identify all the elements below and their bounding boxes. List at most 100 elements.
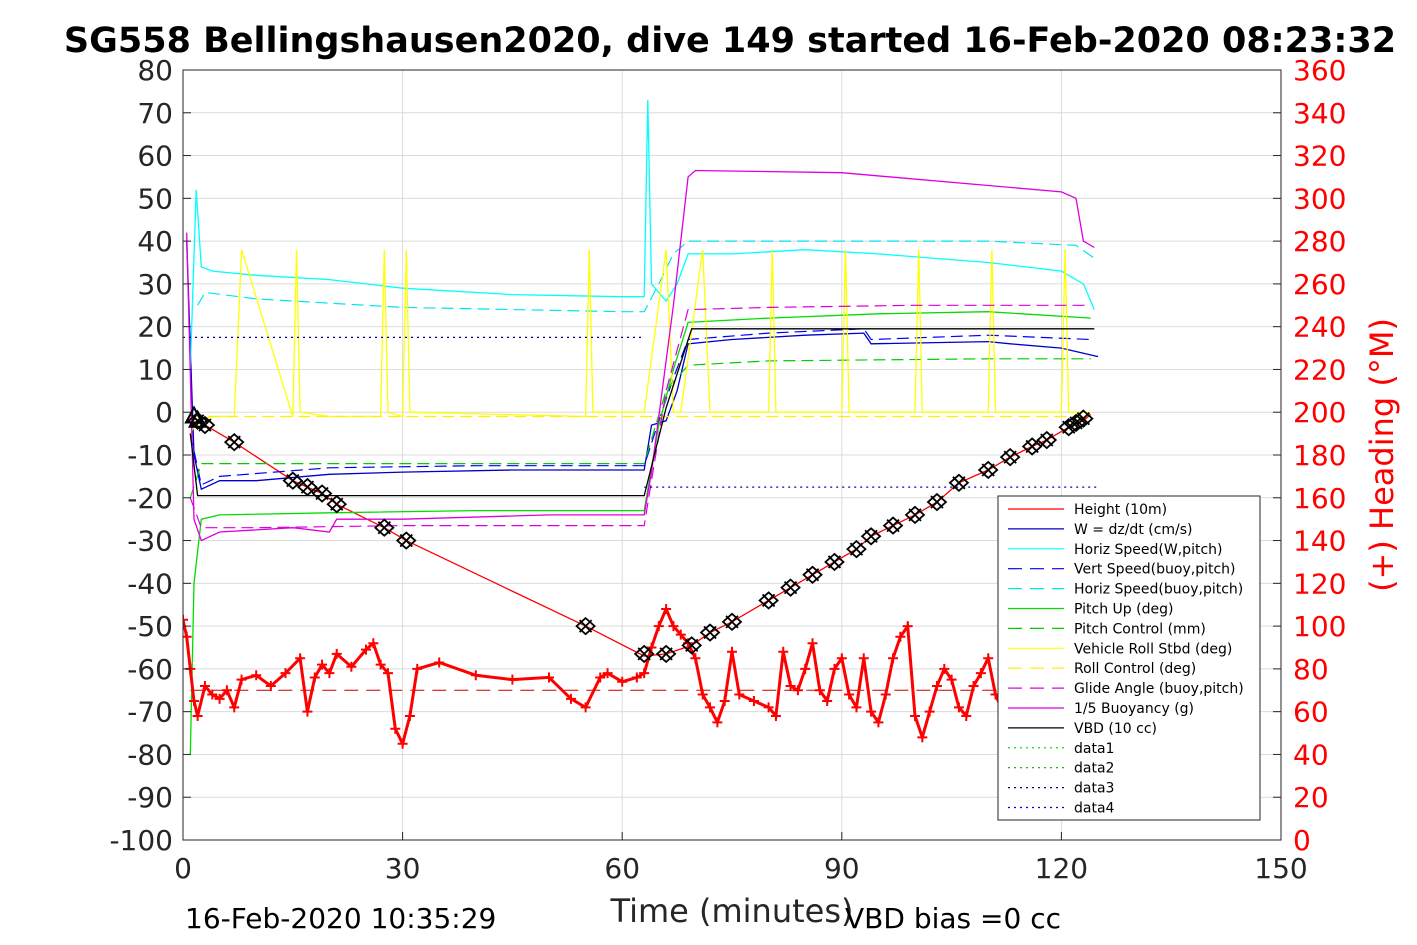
left-tick-label: 30 [137,268,173,301]
footer-timestamp: 16-Feb-2020 10:35:29 [185,902,496,935]
series-line-11 [189,328,1095,497]
right-tick-label: 140 [1293,525,1346,558]
legend-label: Height (10m) [1074,502,1167,518]
series-line-0 [193,413,1092,657]
series-line-2 [189,99,1095,370]
height-diamond-marker [1036,430,1058,450]
heading-marker [961,710,972,721]
left-tick-label: -20 [127,482,173,515]
height-diamond-marker [846,539,867,559]
x-tick-label: 120 [1035,852,1088,885]
height-diamond-marker [311,484,333,503]
left-tick-label: -90 [127,781,173,814]
heading-marker [188,695,199,706]
height-diamond-marker [1021,437,1043,456]
heading-marker [544,672,554,683]
heading-marker [324,668,335,679]
legend-label: Roll Control (deg) [1074,661,1196,677]
legend-label: data3 [1074,781,1114,797]
height-diamond-marker [297,477,318,497]
heading-marker [800,663,811,674]
heading-marker [331,648,342,659]
x-axis-ticks: 0 30 60 90 120 150 [174,832,1308,885]
series-layer [183,99,1099,755]
left-tick-label: -30 [127,525,173,558]
heading-marker [236,674,247,685]
x-tick-label: 150 [1254,852,1307,885]
heading-marker [617,676,628,687]
heading-marker [507,674,518,685]
heading-marker [697,689,708,700]
height-diamond-marker [904,505,926,525]
heading-marker [221,685,232,696]
left-tick-label: 70 [137,97,173,130]
heading-marker [361,644,371,655]
height-triangle-marker [184,405,204,424]
heading-marker [836,653,847,664]
x-axis-label: Time (minutes) [610,892,854,930]
heading-marker [595,672,606,683]
heading-marker [192,710,203,721]
legend-label: data4 [1074,801,1115,817]
heading-marker [661,604,672,614]
heading-marker [719,695,730,706]
right-tick-label: 80 [1293,653,1329,686]
heading-marker [712,717,723,728]
heading-marker [251,670,262,681]
heading-marker [975,668,986,679]
left-tick-label: -50 [127,610,173,643]
heading-marker [866,706,877,717]
right-tick-label: 360 [1293,54,1346,87]
left-tick-label: 60 [137,140,173,173]
heading-marker [317,659,328,670]
heading-marker [785,681,796,691]
legend-label: Pitch Control (mm) [1074,621,1206,637]
heading-marker [858,653,869,664]
heading-marker [931,681,942,691]
legend-label: Glide Angle (buoy,pitch) [1074,681,1244,697]
right-tick-label: 320 [1293,140,1346,173]
height-diamond-marker [681,636,703,655]
series-line-1 [186,241,1099,491]
left-tick-label: -70 [127,696,173,729]
legend-label: Horiz Speed(buoy,pitch) [1074,582,1243,598]
heading-marker [946,674,957,685]
legend-label: 1/5 Buoyancy (g) [1074,701,1194,717]
left-tick-label: -80 [127,738,173,771]
heading-marker [910,710,920,721]
x-tick-label: 0 [174,852,192,885]
right-tick-label: 20 [1293,781,1329,814]
heading-marker [412,663,423,674]
height-diamond-marker [780,578,801,597]
height-diamond-marker [860,527,882,546]
height-diamond-marker [802,565,823,584]
heading-marker [748,695,759,706]
height-diamond-marker [721,612,743,632]
right-tick-label: 100 [1293,610,1346,643]
heading-marker [792,685,803,696]
heading-marker [653,621,664,632]
legend-label: data1 [1074,741,1114,757]
left-tick-label: -100 [109,824,173,857]
left-tick-label: 40 [137,225,173,258]
series-line-5 [189,311,1091,755]
heading-marker [888,653,899,664]
heading-marker [183,614,188,625]
series-line-3 [189,328,1091,486]
heading-marker [375,659,386,670]
heading-marker [346,661,357,672]
right-tick-label: 0 [1293,824,1311,857]
heading-marker [382,668,393,679]
right-tick-label: 260 [1293,268,1346,301]
right-axis-ticks: 3603403203002802602402202001801601401201… [1273,54,1346,857]
heading-marker [675,629,686,640]
heading-marker [983,653,994,664]
legend-label: Pitch Up (deg) [1074,602,1173,618]
left-tick-label: 10 [137,353,173,386]
heading-marker [214,693,225,704]
left-tick-label: -10 [127,439,173,472]
heading-marker [668,621,679,632]
heading-marker [880,689,891,700]
heading-marker [727,646,737,657]
